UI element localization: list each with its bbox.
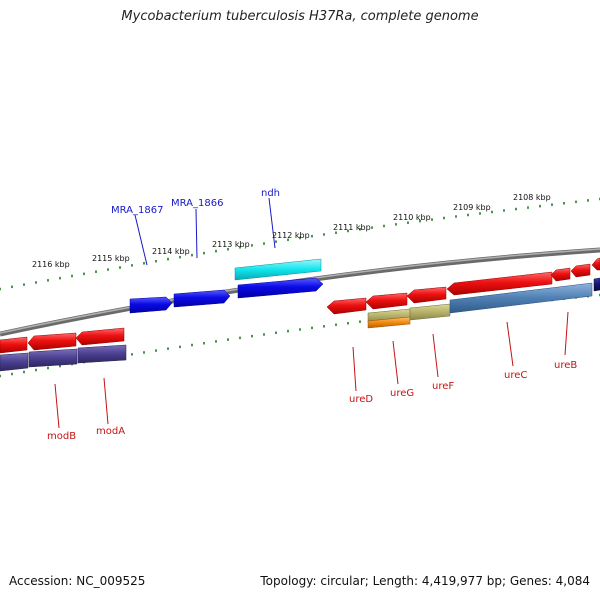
leader-ureg [392,340,399,385]
gene-label-uref[interactable]: ureF [432,381,454,392]
feature-khaki-2[interactable] [409,303,451,321]
gene-label-moda[interactable]: modA [96,426,125,437]
ruler-label: 2110 kbp [393,213,431,222]
cds-forward-mra-1867[interactable] [129,296,173,314]
gene-label-ureg[interactable]: ureG [390,388,414,399]
leader-urec [506,321,514,367]
gene-label-mra-1867[interactable]: MRA_1867 [111,205,163,216]
leader-modb [54,383,60,429]
feature-orange[interactable] [367,316,411,329]
gene-label-ndh[interactable]: ndh [261,188,280,199]
gene-label-ured[interactable]: ureD [349,394,373,405]
cds-reverse-urec[interactable] [446,271,553,296]
ruler-label: 2109 kbp [453,203,491,212]
genome-summary-text: Topology: circular; Length: 4,419,977 bp… [260,574,590,588]
ruler-label: 2113 kbp [212,240,250,249]
leader-moda [103,377,109,425]
ruler-label: 2111 kbp [333,223,371,232]
ruler-label: 2112 kbp [272,231,310,240]
leader-ured [352,346,357,392]
leader-mra-1866 [195,208,198,259]
cds-reverse-ureg[interactable] [365,292,408,310]
feature-purple-1[interactable] [0,352,29,372]
ruler-label: 2108 kbp [513,193,551,202]
accession-text: Accession: NC_009525 [9,574,146,588]
cds-reverse-edge[interactable] [591,257,600,271]
feature-steel[interactable] [449,282,593,314]
forward-features [129,258,324,314]
ruler-label: 2115 kbp [92,254,130,263]
ruler-top [0,197,600,291]
cds-reverse-urea[interactable] [570,263,591,278]
gene-label-mra-1866[interactable]: MRA_1866 [171,198,223,209]
gene-label-ureb[interactable]: ureB [554,360,577,371]
cds-forward-ndh[interactable] [237,277,324,299]
gene-label-urec[interactable]: ureC [504,370,527,381]
ruler-label: 2116 kbp [32,260,70,269]
cds-reverse-moda[interactable] [75,327,125,346]
cds-reverse-ured[interactable] [326,297,367,315]
feature-purple-2[interactable] [28,348,78,368]
cds-reverse-modb[interactable] [27,332,77,351]
map-title: Mycobacterium tuberculosis H37Ra, comple… [121,9,479,24]
cds-reverse-modb-left[interactable] [0,336,28,354]
leader-lines [54,197,569,429]
leader-mra-1867 [134,214,148,266]
cds-forward-mra-1866[interactable] [173,289,231,308]
leader-uref [432,333,439,378]
cds-reverse-uref[interactable] [406,286,447,304]
reverse-features [0,257,600,372]
feature-purple-3[interactable] [77,344,127,364]
gene-label-modb[interactable]: modB [47,431,76,442]
leader-ndh [268,197,276,249]
feature-ndh-cyan[interactable] [234,258,322,281]
feature-navy[interactable] [593,277,600,292]
leader-ureb [564,311,569,356]
ruler-label: 2114 kbp [152,247,190,256]
cds-reverse-ureb[interactable] [550,267,571,282]
